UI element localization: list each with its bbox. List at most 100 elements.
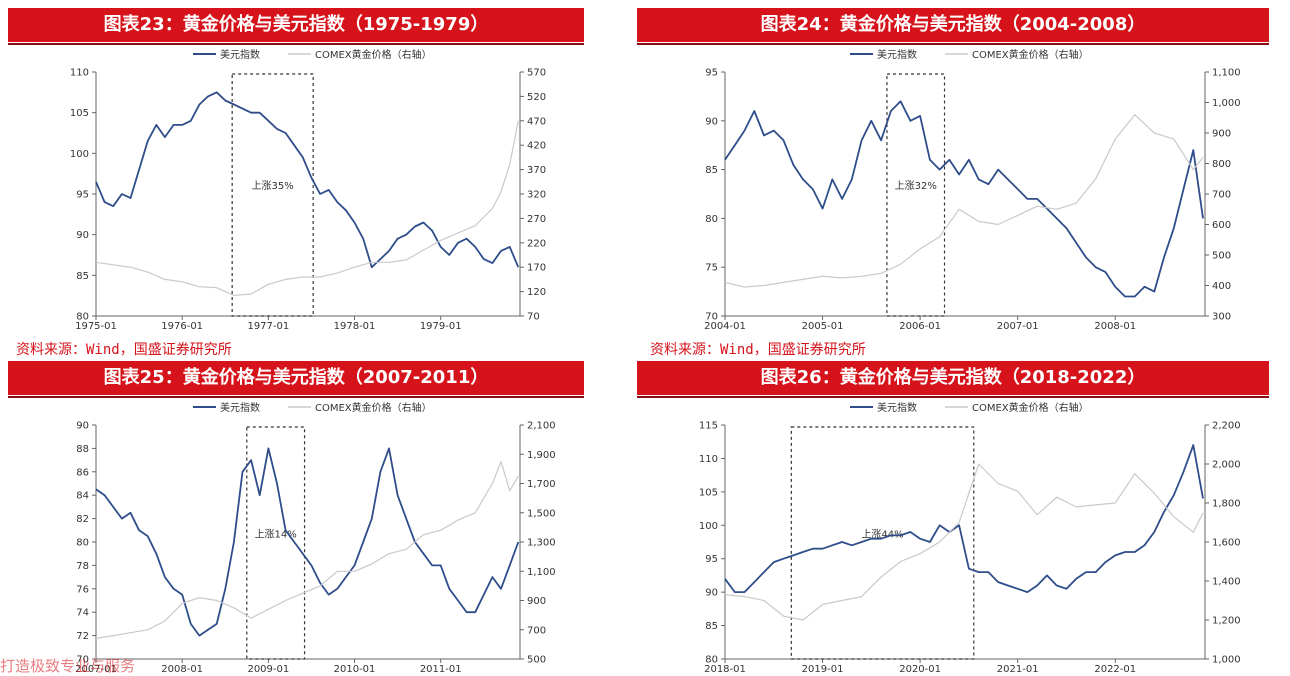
x-tick-label: 2004-01 <box>704 321 746 330</box>
y-tick-label: 72 <box>76 631 89 642</box>
source-note: 资料来源：Wind，国盛证券研究所 <box>16 342 232 358</box>
x-tick-label: 2011-01 <box>420 664 462 673</box>
y2-tick-label: 1,100 <box>1212 68 1241 79</box>
y2-tick-label: 1,200 <box>1212 616 1241 627</box>
chart-panel-4: 图表26：黄金价格与美元指数（2018-2022） 美元指数 COMEX黄金价格（… <box>637 361 1269 673</box>
y2-tick-label: 400 <box>1212 281 1231 292</box>
y-tick-label: 88 <box>76 444 89 455</box>
y-tick-label: 100 <box>699 521 718 532</box>
y2-tick-label: 1,700 <box>527 479 556 490</box>
x-tick-label: 2021-01 <box>997 664 1039 673</box>
y2-tick-label: 370 <box>527 165 546 176</box>
y-tick-label: 85 <box>705 165 718 176</box>
gold-price-line <box>724 463 1204 621</box>
y2-tick-label: 2,100 <box>527 421 556 432</box>
y-tick-label: 70 <box>76 655 89 666</box>
x-tick-label: 1976-01 <box>161 321 203 330</box>
x-tick-label: 2020-01 <box>899 664 941 673</box>
y-tick-label: 90 <box>705 116 718 127</box>
legend: 美元指数 COMEX黄金价格（右轴） <box>193 401 432 414</box>
annotation-label: 上涨35% <box>252 180 294 192</box>
x-tick-label: 1977-01 <box>247 321 289 330</box>
chart-panel-2: 图表24：黄金价格与美元指数（2004-2008） 美元指数 COMEX黄金价格（… <box>637 8 1269 330</box>
y-tick-label: 105 <box>699 487 718 498</box>
y-tick-label: 105 <box>70 108 89 119</box>
y-tick-label: 76 <box>76 584 89 595</box>
y2-tick-label: 70 <box>527 312 540 323</box>
x-tick-label: 2018-01 <box>704 664 746 673</box>
usd-index-line <box>724 444 1204 594</box>
annotation-label: 上涨32% <box>895 180 937 192</box>
y2-tick-label: 1,800 <box>1212 499 1241 510</box>
y2-tick-label: 520 <box>527 92 546 103</box>
legend-label-gold: COMEX黄金价格（右轴） <box>972 401 1089 414</box>
y2-tick-label: 270 <box>527 214 546 225</box>
y2-tick-label: 900 <box>527 596 546 607</box>
legend: 美元指数 COMEX黄金价格（右轴） <box>193 48 432 61</box>
source-note: 资料来源：Wind，国盛证券研究所 <box>650 342 866 358</box>
x-tick-label: 2008-01 <box>161 664 203 673</box>
chart-title: 图表23：黄金价格与美元指数（1975-1979） <box>8 8 584 45</box>
y-tick-label: 90 <box>76 230 89 241</box>
chart-title: 图表24：黄金价格与美元指数（2004-2008） <box>637 8 1269 45</box>
legend-label-usd: 美元指数 <box>220 401 260 414</box>
highlight-box <box>246 426 306 660</box>
x-tick-label: 2007-01 <box>75 664 117 673</box>
x-tick-label: 2005-01 <box>802 321 844 330</box>
y-tick-label: 115 <box>699 421 718 432</box>
y-tick-label: 95 <box>76 190 89 201</box>
x-tick-label: 2006-01 <box>899 321 941 330</box>
y-tick-label: 110 <box>699 454 718 465</box>
y-tick-label: 80 <box>705 655 718 666</box>
y-tick-label: 100 <box>70 149 89 160</box>
legend-label-usd: 美元指数 <box>877 48 917 61</box>
y-tick-label: 90 <box>76 421 89 432</box>
chart-panel-1: 图表23：黄金价格与美元指数（1975-1979） 美元指数 COMEX黄金价格（… <box>8 8 584 330</box>
y-tick-label: 85 <box>705 621 718 632</box>
x-tick-label: 1979-01 <box>420 321 462 330</box>
x-tick-label: 2022-01 <box>1094 664 1136 673</box>
y2-tick-label: 1,000 <box>1212 655 1241 666</box>
y2-tick-label: 420 <box>527 141 546 152</box>
y2-tick-label: 800 <box>1212 159 1231 170</box>
legend-label-gold: COMEX黄金价格（右轴） <box>972 48 1089 61</box>
annotation-label: 上涨44% <box>861 528 903 540</box>
y2-tick-label: 470 <box>527 116 546 127</box>
y2-tick-label: 1,000 <box>1212 98 1241 109</box>
y2-tick-label: 500 <box>1212 251 1231 262</box>
gold-price-line <box>95 460 519 640</box>
chart-title: 图表26：黄金价格与美元指数（2018-2022） <box>637 361 1269 398</box>
y2-tick-label: 500 <box>527 655 546 666</box>
y2-tick-label: 1,900 <box>527 450 556 461</box>
y2-tick-label: 170 <box>527 263 546 274</box>
y2-tick-label: 700 <box>1212 190 1231 201</box>
y2-tick-label: 2,200 <box>1212 421 1241 432</box>
y2-tick-label: 120 <box>527 287 546 298</box>
x-tick-label: 2007-01 <box>997 321 1039 330</box>
y-tick-label: 110 <box>70 68 89 79</box>
x-tick-label: 1978-01 <box>334 321 376 330</box>
y2-tick-label: 1,500 <box>527 508 556 519</box>
x-tick-label: 2008-01 <box>1094 321 1136 330</box>
y-tick-label: 74 <box>76 608 89 619</box>
y-tick-label: 84 <box>76 491 89 502</box>
legend: 美元指数 COMEX黄金价格（右轴） <box>850 48 1089 61</box>
y2-tick-label: 1,100 <box>527 567 556 578</box>
y-tick-label: 85 <box>76 271 89 282</box>
x-tick-label: 2009-01 <box>247 664 289 673</box>
footer-slogan: 打造极致专业与服务 <box>0 657 136 675</box>
y-tick-label: 90 <box>705 588 718 599</box>
y2-tick-label: 220 <box>527 238 546 249</box>
chart-title: 图表25：黄金价格与美元指数（2007-2011） <box>8 361 584 398</box>
y-tick-label: 86 <box>76 467 89 478</box>
gold-price-line <box>95 120 519 297</box>
usd-index-line <box>724 100 1204 298</box>
y2-tick-label: 2,000 <box>1212 460 1241 471</box>
y2-tick-label: 900 <box>1212 129 1231 140</box>
legend: 美元指数 COMEX黄金价格（右轴） <box>850 401 1089 414</box>
legend-label-usd: 美元指数 <box>877 401 917 414</box>
chart-svg: 美元指数 COMEX黄金价格（右轴） 70 72 74 76 78 80 82 84 86 88 90 5… <box>75 401 556 673</box>
y-tick-label: 95 <box>705 554 718 565</box>
y-tick-label: 82 <box>76 514 89 525</box>
chart-svg: 美元指数 COMEX黄金价格（右轴） 70 75 80 85 90 95 300 400 500 60… <box>704 48 1241 330</box>
